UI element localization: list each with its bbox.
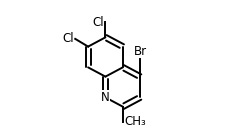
Text: Br: Br	[133, 45, 146, 58]
Text: CH₃: CH₃	[123, 115, 145, 128]
Text: Cl: Cl	[92, 16, 104, 29]
Text: Cl: Cl	[62, 32, 74, 45]
Text: N: N	[101, 91, 109, 104]
